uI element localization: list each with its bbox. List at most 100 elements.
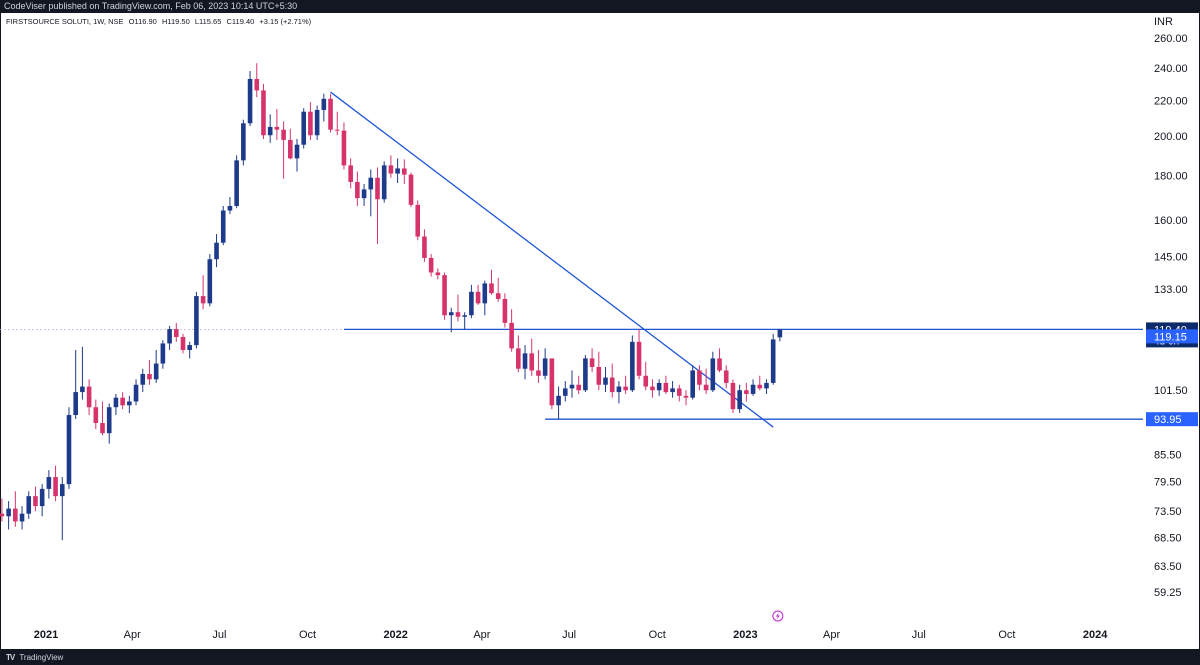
candle-body <box>529 353 535 371</box>
candle-body <box>489 283 494 294</box>
price-tick-label: 68.50 <box>1154 533 1182 545</box>
candle-body <box>361 189 367 199</box>
price-tick-label: 240.00 <box>1154 63 1188 75</box>
candle-body <box>422 236 427 258</box>
candle-body <box>133 384 139 402</box>
publisher-bar: CodeViser published on TradingView.com, … <box>0 0 1200 13</box>
candle-body <box>241 123 246 161</box>
candle-body <box>6 508 11 517</box>
ohlc-change: +3.15 (+2.71%) <box>259 17 312 26</box>
candle-body <box>469 291 474 316</box>
candle-body <box>53 477 58 497</box>
candle-body <box>495 293 501 299</box>
candle-body <box>187 345 193 351</box>
lightning-icon <box>772 610 784 622</box>
ohlc-high: H119.50 <box>161 17 190 26</box>
candle-body <box>576 384 581 391</box>
candle-body <box>415 204 421 237</box>
candle-body <box>603 377 608 385</box>
candle-body <box>388 165 394 174</box>
candle-body <box>341 130 347 166</box>
price-tick-label: 59.25 <box>1154 587 1182 599</box>
candle-body <box>482 283 488 304</box>
candle-body <box>562 388 568 396</box>
candle-body <box>663 382 669 393</box>
price-tick-label: 63.50 <box>1154 561 1182 573</box>
candle-body <box>428 257 434 273</box>
candle-body <box>509 322 514 349</box>
candle-body <box>73 392 78 416</box>
time-tick-label: 2021 <box>34 629 58 641</box>
candle-body <box>542 358 548 376</box>
time-tick-label: Apr <box>823 629 840 641</box>
price-tick-label: 160.00 <box>1154 215 1188 227</box>
candle-body <box>435 272 441 276</box>
candle-body <box>227 205 233 211</box>
candle-body <box>355 181 360 199</box>
candle-body <box>589 358 595 367</box>
candle-body <box>106 407 112 434</box>
candle-body <box>194 296 199 346</box>
candle-body <box>368 177 374 190</box>
candle-body <box>583 358 588 391</box>
candle-body <box>764 382 769 389</box>
price-axis: INR 260.00 240.00 220.00 200.00 180.00 160.00 1… <box>1146 16 1198 599</box>
time-tick-label: 2023 <box>733 629 757 641</box>
price-tick-label: 200.00 <box>1154 131 1188 143</box>
candle-body <box>676 388 682 396</box>
ohlc-close: C119.40 <box>226 17 255 26</box>
time-tick-label: Jul <box>212 629 226 641</box>
candle-body <box>516 348 521 369</box>
candle-body <box>556 395 561 406</box>
candle-body <box>147 373 152 380</box>
time-tick-label: Apr <box>473 629 490 641</box>
candle-body <box>294 144 300 159</box>
candle-body <box>623 386 628 391</box>
candle-body <box>455 312 461 317</box>
candle-body <box>0 513 5 517</box>
candle-body <box>609 377 615 393</box>
candle-body <box>314 109 320 136</box>
candle-body <box>596 366 602 385</box>
price-badge-label: 93.95 <box>1154 414 1182 426</box>
candle-body <box>173 329 179 338</box>
candle-body <box>26 496 32 514</box>
time-tick-label: Jul <box>912 629 926 641</box>
symbol-name: FIRSTSOURCE SOLUTI, 1W, NSE <box>6 17 124 26</box>
price-tick-label: 79.50 <box>1154 477 1182 489</box>
candle-body <box>650 386 655 391</box>
candle-body <box>301 111 307 145</box>
candle-body <box>502 298 508 323</box>
price-tick-label: 101.50 <box>1154 385 1188 397</box>
candle-body <box>39 488 45 507</box>
candle-body <box>616 386 622 393</box>
ohlc-low: L115.65 <box>194 17 222 26</box>
time-tick-label: 2024 <box>1083 629 1108 641</box>
candle-body <box>281 129 286 140</box>
ohlc-open: O116.90 <box>128 17 157 26</box>
price-tick-label: 85.50 <box>1154 449 1182 461</box>
candle-body <box>750 384 756 394</box>
price-tick-label: 145.00 <box>1154 252 1188 264</box>
tradingview-logo-icon: TV <box>6 653 15 662</box>
candle-body <box>13 508 18 522</box>
candle-body <box>536 370 541 376</box>
time-tick-label: Apr <box>124 629 141 641</box>
candle-body <box>19 513 25 522</box>
time-tick-label: Oct <box>649 629 666 641</box>
time-tick-label: Oct <box>998 629 1015 641</box>
candle-body <box>288 139 293 159</box>
candle-body <box>522 353 528 369</box>
candle-body <box>690 370 695 398</box>
time-tick-label: Oct <box>299 629 316 641</box>
candle-body <box>697 370 702 385</box>
candle-body <box>33 496 38 507</box>
brand-name: TradingView <box>19 653 64 662</box>
candle-body <box>200 296 206 304</box>
candle-body <box>569 384 575 389</box>
candle-body <box>442 275 447 316</box>
candle-body <box>462 315 467 317</box>
candle-body <box>59 484 65 497</box>
time-axis: 2021 Apr Jul Oct 2022 Apr Jul Oct 2023 Apr Jul Oct 2… <box>34 629 1108 641</box>
price-chart[interactable]: INR 260.00 240.00 220.00 200.00 180.00 160.00 1… <box>0 13 1200 650</box>
